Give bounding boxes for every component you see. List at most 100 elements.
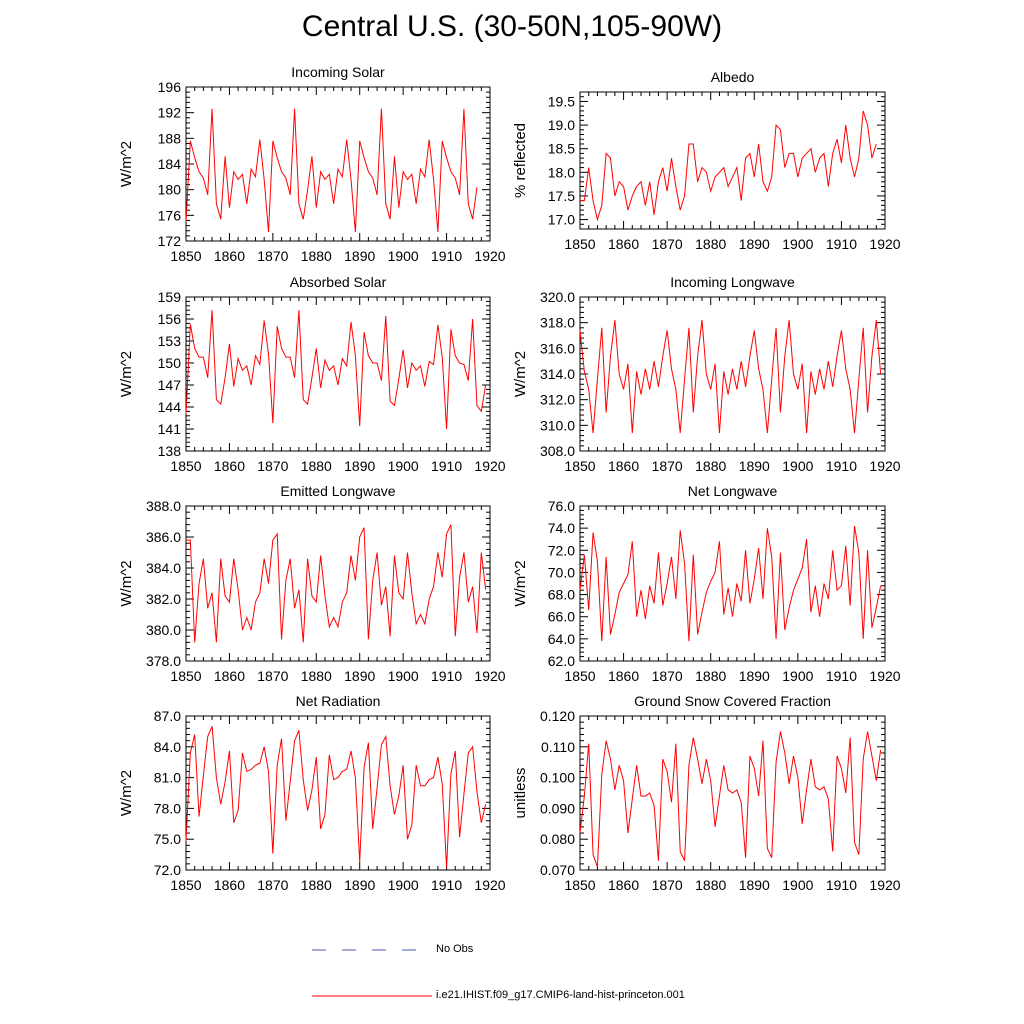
- series-line: [580, 110, 877, 222]
- x-tick-label: 1900: [388, 458, 419, 474]
- y-tick-label: 188: [158, 130, 182, 146]
- panel-1: 1850 1860 1870 1880 1890 1900 1910 1920 172 176 18…: [118, 64, 506, 264]
- x-tick-label: 1890: [739, 668, 770, 684]
- y-tick-label: 312.0: [540, 392, 575, 408]
- x-tick-label: 1870: [257, 248, 288, 264]
- y-tick-label: 138: [158, 443, 182, 459]
- x-tick-label: 1880: [301, 248, 332, 264]
- y-axis-label: W/m^2: [118, 770, 135, 816]
- y-tick-label: 87.0: [154, 708, 181, 724]
- y-tick-label: 72.0: [548, 542, 575, 558]
- y-tick-label: 81.0: [154, 770, 181, 786]
- x-tick-label: 1910: [826, 236, 857, 252]
- y-tick-label: 382.0: [146, 591, 181, 607]
- series-line: [579, 731, 882, 868]
- y-tick-label: 74.0: [548, 520, 575, 536]
- y-tick-label: 0.070: [540, 862, 575, 878]
- plot-frame: [185, 505, 491, 662]
- series-line: [185, 310, 487, 430]
- y-tick-label: 316.0: [540, 340, 575, 356]
- x-tick-label: 1910: [826, 668, 857, 684]
- x-tick-label: 1850: [170, 248, 201, 264]
- x-tick-label: 1900: [388, 877, 419, 893]
- x-tick-label: 1920: [869, 668, 900, 684]
- plot-frame: [185, 86, 491, 242]
- x-tick-label: 1900: [782, 236, 813, 252]
- panel-8: 1850 1860 1870 1880 1890 1900 1910 1920 0.070 0.0…: [512, 693, 901, 893]
- x-tick-label: 1870: [257, 458, 288, 474]
- y-tick-label: 172: [158, 233, 182, 249]
- panel-title: Net Radiation: [296, 693, 381, 709]
- legend-label-model: i.e21.IHIST.f09_g17.CMIP6-land-hist-prin…: [436, 989, 685, 1001]
- x-tick-label: 1880: [695, 877, 726, 893]
- y-tick-label: 144: [158, 399, 182, 415]
- series-line: [186, 524, 487, 643]
- y-tick-label: 75.0: [154, 831, 181, 847]
- plot-frame: [185, 715, 491, 871]
- panel-2: 1850 1860 1870 1880 1890 1900 1910 1920 17.0 17.5…: [512, 69, 901, 252]
- x-tick-label: 1880: [695, 668, 726, 684]
- y-tick-label: 176: [158, 207, 182, 223]
- legend-label-no-obs: No Obs: [436, 943, 474, 955]
- x-tick-label: 1860: [608, 236, 639, 252]
- x-tick-label: 1900: [388, 668, 419, 684]
- x-tick-label: 1870: [652, 236, 683, 252]
- y-tick-label: 70.0: [548, 564, 575, 580]
- x-tick-label: 1910: [826, 877, 857, 893]
- y-tick-label: 19.0: [548, 117, 575, 133]
- series-line: [579, 320, 882, 434]
- x-tick-label: 1900: [782, 668, 813, 684]
- y-axis-label: W/m^2: [118, 351, 135, 397]
- y-tick-label: 156: [158, 311, 182, 327]
- x-tick-label: 1880: [301, 458, 332, 474]
- y-tick-label: 19.5: [548, 93, 575, 109]
- x-tick-label: 1850: [564, 458, 595, 474]
- x-tick-label: 1910: [431, 458, 462, 474]
- panel-title: Incoming Solar: [291, 64, 385, 80]
- x-tick-label: 1890: [344, 458, 375, 474]
- panel-title: Net Longwave: [688, 483, 778, 499]
- y-tick-label: 0.080: [540, 831, 575, 847]
- y-tick-label: 17.5: [548, 188, 575, 204]
- x-tick-label: 1860: [608, 668, 639, 684]
- x-tick-label: 1860: [214, 248, 245, 264]
- y-tick-label: 184: [158, 156, 182, 172]
- x-tick-label: 1890: [344, 877, 375, 893]
- x-tick-label: 1870: [652, 458, 683, 474]
- series-line: [185, 726, 487, 868]
- x-tick-label: 1860: [214, 458, 245, 474]
- x-tick-label: 1870: [257, 877, 288, 893]
- panel-7: 1850 1860 1870 1880 1890 1900 1910 1920 72.0 75.0…: [118, 693, 506, 893]
- series-line: [185, 108, 478, 233]
- x-tick-label: 1850: [564, 668, 595, 684]
- y-tick-label: 141: [158, 421, 182, 437]
- x-tick-label: 1850: [564, 236, 595, 252]
- x-tick-label: 1920: [474, 668, 505, 684]
- x-tick-label: 1910: [431, 668, 462, 684]
- panel-3: 1850 1860 1870 1880 1890 1900 1910 1920 138 141 14…: [118, 274, 506, 474]
- y-tick-label: 386.0: [146, 529, 181, 545]
- y-tick-label: 66.0: [548, 609, 575, 625]
- y-tick-label: 18.0: [548, 164, 575, 180]
- y-axis-label: W/m^2: [512, 351, 529, 397]
- y-tick-label: 320.0: [540, 289, 575, 305]
- x-tick-label: 1870: [257, 668, 288, 684]
- y-tick-label: 378.0: [146, 653, 181, 669]
- x-tick-label: 1870: [652, 668, 683, 684]
- y-tick-label: 0.090: [540, 800, 575, 816]
- panel-6: 1850 1860 1870 1880 1890 1900 1910 1920 62.0 64.0…: [512, 483, 901, 684]
- panel-title: Emitted Longwave: [280, 483, 395, 499]
- plot-frame: [185, 296, 491, 452]
- y-tick-label: 153: [158, 333, 182, 349]
- y-axis-label: W/m^2: [512, 560, 529, 606]
- x-tick-label: 1910: [826, 458, 857, 474]
- y-tick-label: 314.0: [540, 366, 575, 382]
- x-tick-label: 1880: [301, 877, 332, 893]
- x-tick-label: 1900: [782, 458, 813, 474]
- plot-frame: [579, 505, 886, 662]
- x-tick-label: 1880: [695, 236, 726, 252]
- y-axis-label: % reflected: [512, 123, 529, 198]
- y-tick-label: 17.0: [548, 212, 575, 228]
- y-tick-label: 310.0: [540, 417, 575, 433]
